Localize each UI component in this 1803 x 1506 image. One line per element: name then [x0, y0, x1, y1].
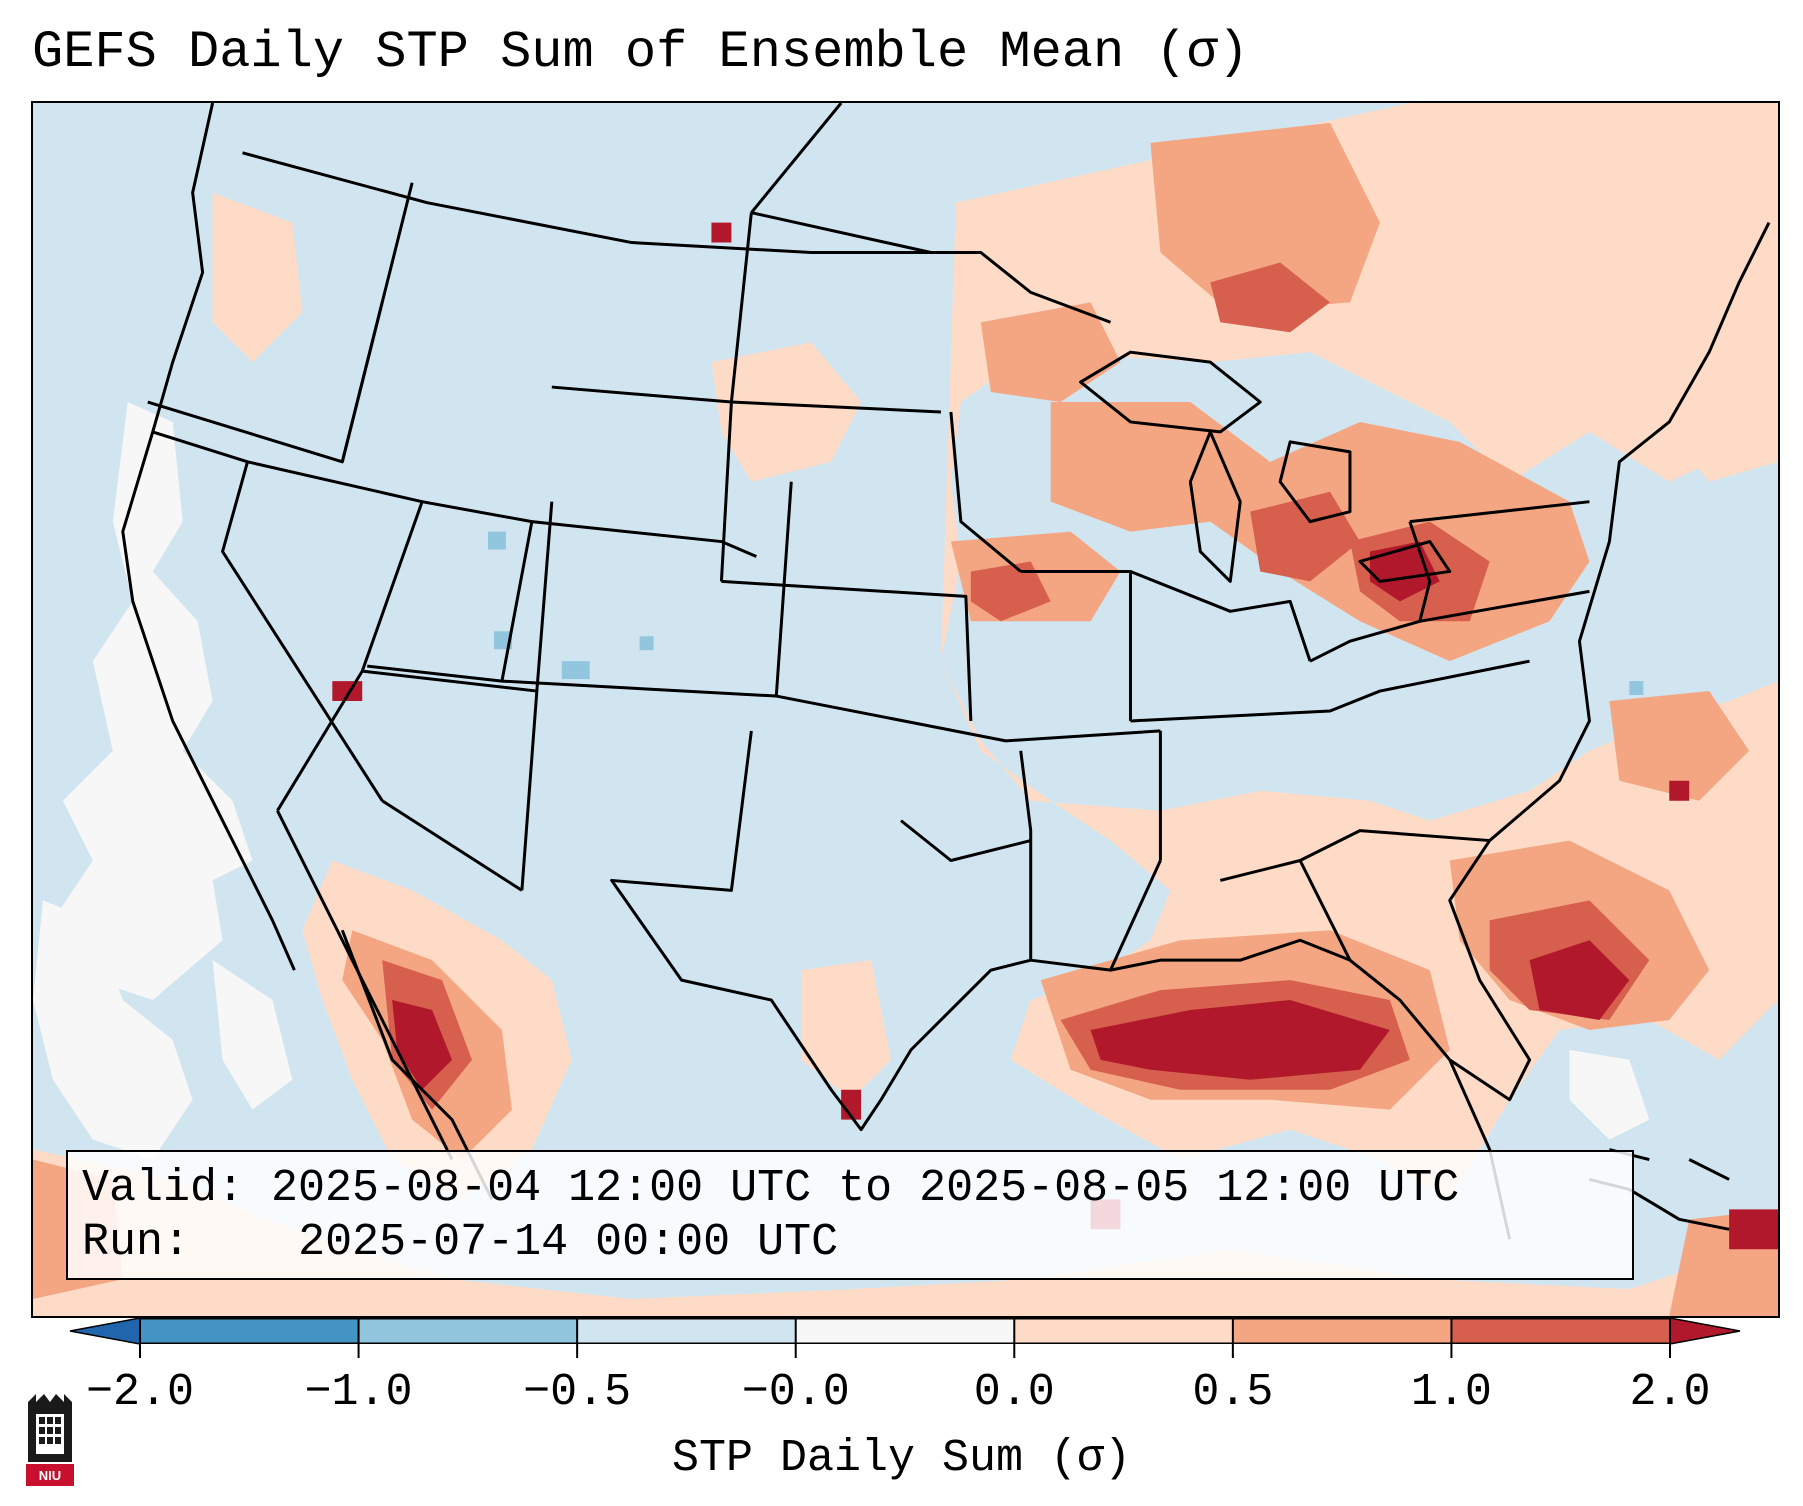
- colorbar-bin: [1232, 1318, 1452, 1344]
- colorbar: [69, 1317, 1741, 1358]
- run-label: Run:: [82, 1217, 191, 1268]
- colorbar-tick-label: −2.0: [85, 1367, 195, 1418]
- colorbar-tick-label: 2.0: [1629, 1367, 1711, 1418]
- colorbar-tick-label: 0.0: [973, 1367, 1055, 1418]
- colorbar-bin: [1451, 1318, 1671, 1344]
- stp-map: [33, 103, 1778, 1316]
- run-line: Run: 2025-07-14 00:00 UTC: [82, 1216, 1618, 1270]
- chart-title: GEFS Daily STP Sum of Ensemble Mean (σ): [32, 23, 1249, 82]
- colorbar-bin: [140, 1318, 360, 1344]
- niu-tower-logo-icon: NIU: [26, 1394, 74, 1486]
- logo-text: NIU: [39, 1468, 61, 1483]
- colorbar-tick-label: 1.0: [1410, 1367, 1492, 1418]
- valid-label: Valid:: [82, 1163, 245, 1214]
- valid-line: Valid: 2025-08-04 12:00 UTC to 2025-08-0…: [82, 1162, 1618, 1216]
- valid-value: 2025-08-04 12:00 UTC to 2025-08-05 12:00…: [271, 1163, 1460, 1214]
- run-value: 2025-07-14 00:00 UTC: [298, 1217, 839, 1268]
- validity-info-box: Valid: 2025-08-04 12:00 UTC to 2025-08-0…: [66, 1150, 1634, 1280]
- colorbar-tick-label: 0.5: [1192, 1367, 1274, 1418]
- colorbar-tick-label: −1.0: [304, 1367, 413, 1418]
- white-anomaly-patches: [33, 402, 1650, 1160]
- colorbar-extend-min: [69, 1317, 141, 1345]
- colorbar-extend-max: [1669, 1317, 1741, 1345]
- map-panel: [31, 101, 1780, 1318]
- state-boundaries: [121, 103, 1771, 1240]
- colorbar-tick-label: −0.0: [741, 1367, 850, 1418]
- colorbar-bin: [358, 1318, 578, 1344]
- colorbar-bin: [795, 1318, 1015, 1344]
- colorbar-bin: [577, 1318, 797, 1344]
- anomaly-above-2.0: [332, 222, 1778, 1250]
- colorbar-tick-label: −0.5: [523, 1367, 632, 1418]
- colorbar-bin: [1014, 1318, 1234, 1344]
- colorbar-label: STP Daily Sum (σ): [671, 1433, 1132, 1484]
